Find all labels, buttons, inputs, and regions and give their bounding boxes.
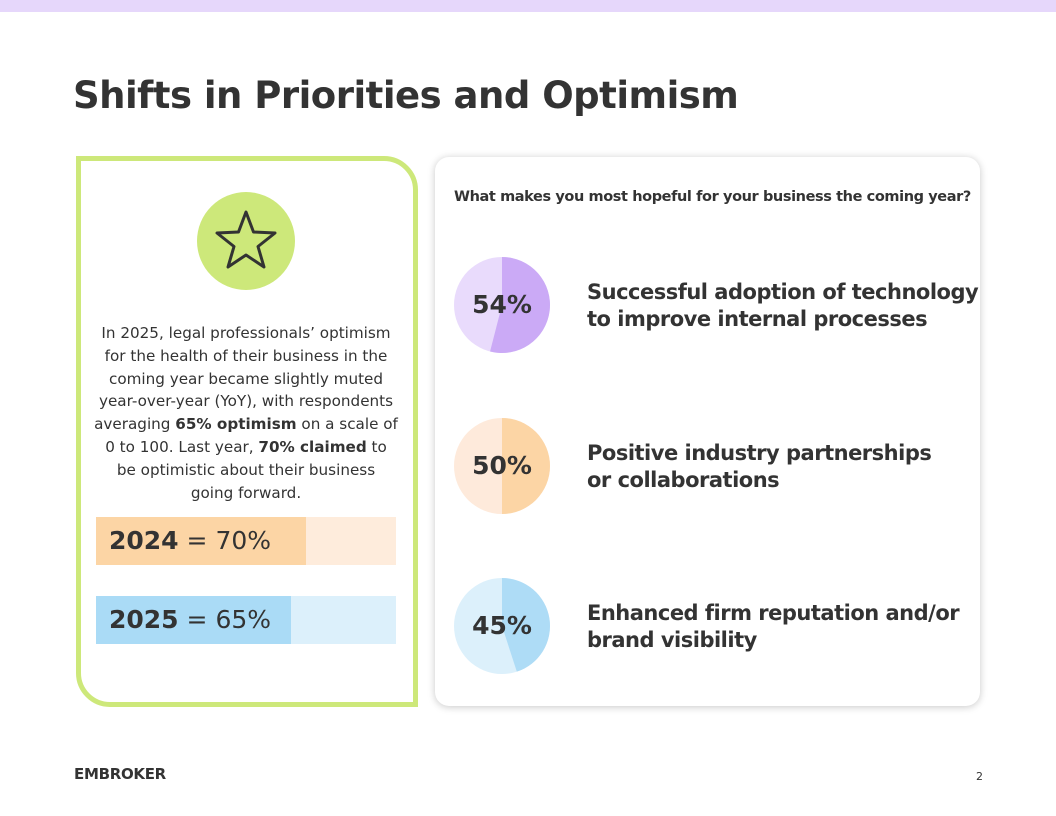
summary-box — [76, 156, 418, 707]
bar-value: 65% — [215, 605, 272, 634]
bar-year: 2024 — [109, 526, 179, 555]
bar-separator: = — [186, 605, 208, 634]
pie-chart: 50% — [454, 418, 550, 514]
brand: EMBROKER — [74, 765, 166, 783]
summary-text: In 2025, legal professionals’ optimism f… — [94, 322, 398, 504]
bar-separator: = — [186, 526, 208, 555]
pie-label: 45% — [472, 611, 532, 640]
title: Shifts in Priorities and Optimism — [73, 74, 739, 117]
text-bold: 70% claimed — [258, 437, 367, 456]
item-label: Enhanced firm reputation and/or — [587, 601, 960, 625]
item-label: brand visibility — [587, 628, 757, 652]
bar — [96, 517, 306, 565]
bar — [96, 596, 291, 644]
pie-label: 54% — [472, 290, 532, 319]
item-label: Successful adoption of technology — [587, 280, 979, 304]
pie-slice — [502, 578, 550, 672]
pie-slice — [502, 418, 550, 514]
bar-value: 70% — [215, 526, 272, 555]
star — [215, 210, 277, 269]
page-number: 2 — [976, 770, 983, 783]
bar-year: 2025 — [109, 605, 179, 634]
icon-circle — [197, 192, 295, 290]
text-bold: 65% optimism — [175, 415, 297, 434]
pie-chart: 54% — [454, 257, 550, 353]
pie-chart: 45% — [454, 578, 550, 674]
item-label: to improve internal processes — [587, 307, 928, 331]
bar-label: 2024 = 70% — [109, 517, 271, 565]
top-band — [0, 0, 1056, 12]
star-icon — [197, 192, 295, 290]
question: What makes you most hopeful for your bus… — [454, 189, 971, 205]
item-label: or collaborations — [587, 468, 780, 492]
item-label: Positive industry partnerships — [587, 441, 932, 465]
text: to be optimistic about their business go… — [116, 437, 387, 502]
text: In 2025, legal professionals’ optimism f… — [94, 324, 394, 434]
bar-label: 2025 = 65% — [109, 596, 271, 644]
pie-slice — [490, 257, 550, 353]
pie-label: 50% — [472, 451, 532, 480]
text: on a scale of 0 to 100. Last year, — [105, 415, 398, 456]
